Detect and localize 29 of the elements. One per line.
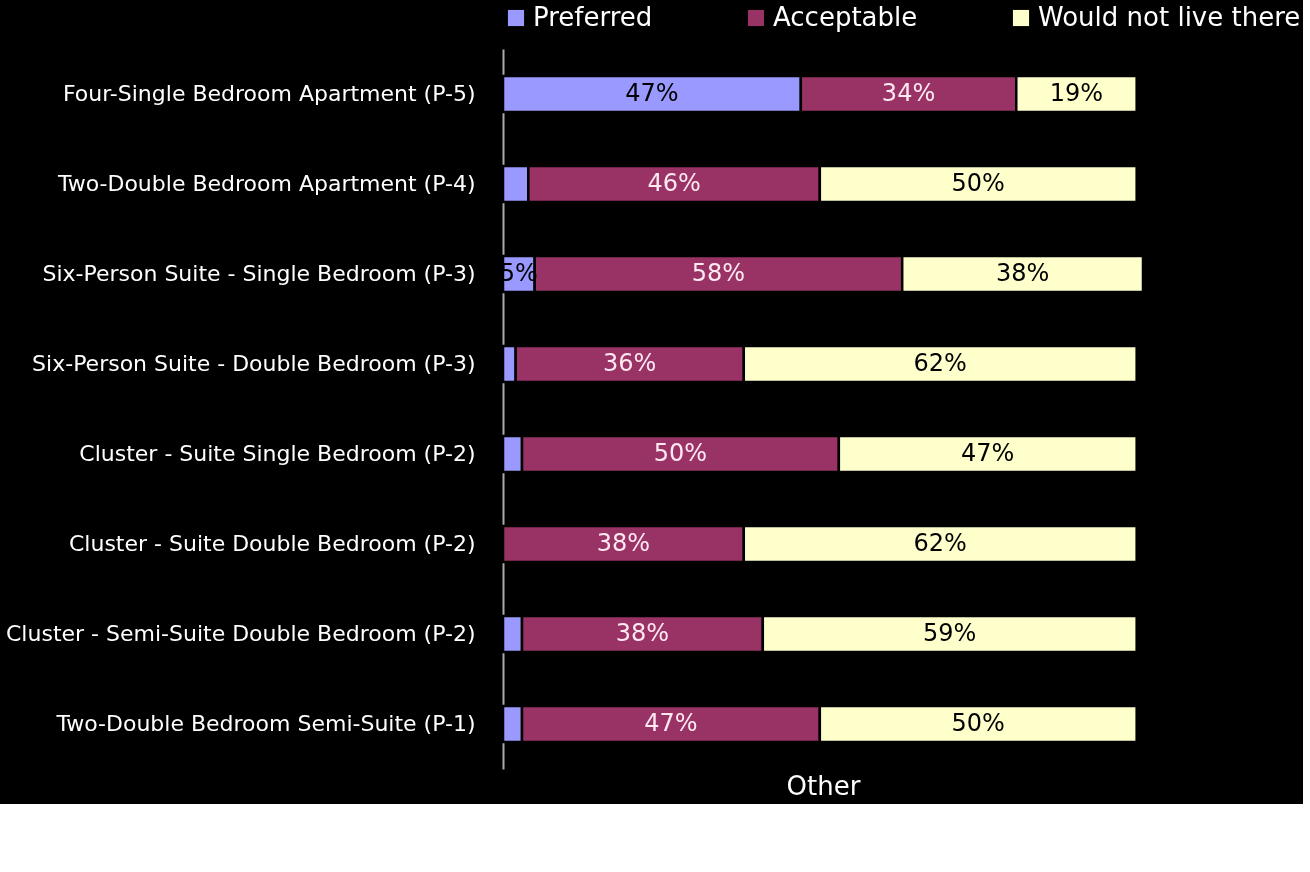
- data-label: 59%: [923, 619, 977, 647]
- data-label: 46%: [647, 169, 701, 197]
- data-label: 34%: [881, 79, 936, 107]
- data-label: 47%: [625, 79, 679, 107]
- y-tick-label: Four-Single Bedroom Apartment (P-5): [62, 81, 476, 106]
- data-label: 58%: [691, 259, 746, 287]
- y-tick-label: Six-Person Suite - Double Bedroom (P-3): [32, 351, 476, 376]
- y-tick-label: Cluster - Suite Double Bedroom (P-2): [68, 531, 476, 556]
- y-tick-label: Six-Person Suite - Single Bedroom (P-3): [42, 261, 476, 286]
- x-axis-title: Other: [786, 770, 861, 801]
- data-label: 36%: [603, 349, 657, 377]
- data-label: 50%: [653, 439, 708, 467]
- y-tick-label: Two-Double Bedroom Semi-Suite (P-1): [55, 711, 476, 736]
- data-label: 38%: [995, 259, 1050, 287]
- data-label: 62%: [913, 529, 967, 557]
- y-tick-label: Cluster - Semi-Suite Double Bedroom (P-2): [6, 621, 476, 646]
- data-label: 50%: [951, 709, 1005, 737]
- data-label: 38%: [615, 619, 670, 647]
- data-label: 19%: [1049, 79, 1104, 107]
- data-label: 62%: [913, 349, 967, 377]
- legend-label: Would not live there: [1038, 2, 1301, 32]
- data-label: 50%: [951, 169, 1005, 197]
- legend-label: Preferred: [533, 2, 653, 32]
- data-label: 47%: [961, 439, 1015, 467]
- y-tick-label: Cluster - Suite Single Bedroom (P-2): [79, 441, 476, 466]
- legend-label: Acceptable: [773, 2, 918, 32]
- data-label: 47%: [644, 709, 698, 737]
- y-tick-label: Two-Double Bedroom Apartment (P-4): [56, 171, 476, 196]
- data-label: 38%: [596, 529, 651, 557]
